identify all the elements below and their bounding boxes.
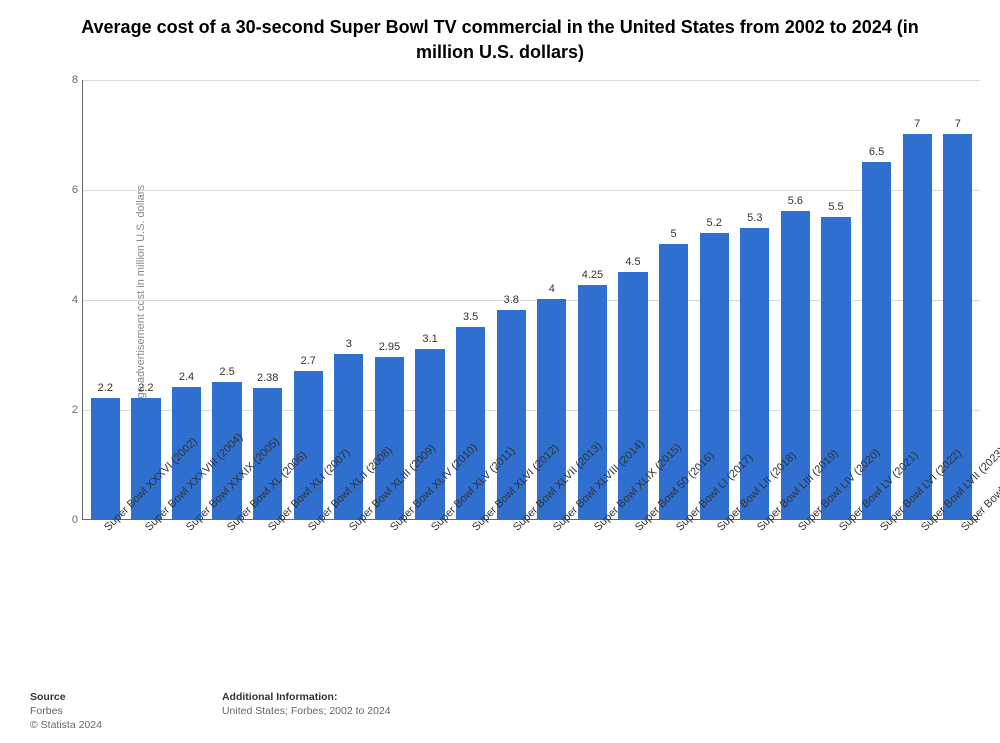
bar-value-label: 7: [955, 118, 961, 130]
info-heading: Additional Information:: [222, 691, 391, 703]
bar-value-label: 3.5: [463, 311, 478, 323]
bar-value-label: 2.5: [219, 366, 234, 378]
bar-value-label: 3.1: [422, 333, 437, 345]
info-block: Additional Information: United States; F…: [222, 691, 391, 731]
bar-value-label: 5.3: [747, 212, 762, 224]
info-value: United States; Forbes; 2002 to 2024: [222, 705, 391, 717]
bar-value-label: 2.95: [379, 341, 400, 353]
bar-value-label: 7: [914, 118, 920, 130]
source-heading: Source: [30, 691, 102, 703]
bar-slot: 5.6: [775, 80, 816, 519]
bar-slot: 5.3: [735, 80, 776, 519]
y-tick-label: 4: [58, 294, 78, 306]
y-tick-label: 8: [58, 74, 78, 86]
y-tick-label: 2: [58, 404, 78, 416]
bar-value-label: 4.5: [625, 256, 640, 268]
bar-value-label: 4: [549, 283, 555, 295]
bar-value-label: 2.4: [179, 371, 194, 383]
bar-slot: 5.2: [694, 80, 735, 519]
chart-area: Average advertisement cost in million U.…: [70, 80, 980, 550]
y-tick-label: 0: [58, 514, 78, 526]
copyright-text: © Statista 2024: [30, 719, 102, 731]
bar: [91, 398, 120, 519]
bar-slot: 2.2: [126, 80, 167, 519]
bar-value-label: 2.38: [257, 372, 278, 384]
bar-slot: 2.7: [288, 80, 329, 519]
bar-value-label: 5.2: [707, 217, 722, 229]
y-tick-label: 6: [58, 184, 78, 196]
bar-value-label: 3.8: [504, 294, 519, 306]
bar-value-label: 4.25: [582, 269, 603, 281]
chart-title: Average cost of a 30-second Super Bowl T…: [0, 0, 1000, 70]
bar-value-label: 2.2: [138, 382, 153, 394]
footer: Source Forbes © Statista 2024 Additional…: [30, 691, 970, 731]
bar-value-label: 5.5: [828, 201, 843, 213]
bar-value-label: 5: [671, 228, 677, 240]
bar-value-label: 2.7: [301, 355, 316, 367]
source-value: Forbes: [30, 705, 102, 717]
bar-value-label: 2.2: [98, 382, 113, 394]
bar-value-label: 5.6: [788, 195, 803, 207]
source-block: Source Forbes © Statista 2024: [30, 691, 102, 731]
bar-value-label: 3: [346, 338, 352, 350]
bar-value-label: 6.5: [869, 146, 884, 158]
bar-slot: 2.2: [85, 80, 126, 519]
